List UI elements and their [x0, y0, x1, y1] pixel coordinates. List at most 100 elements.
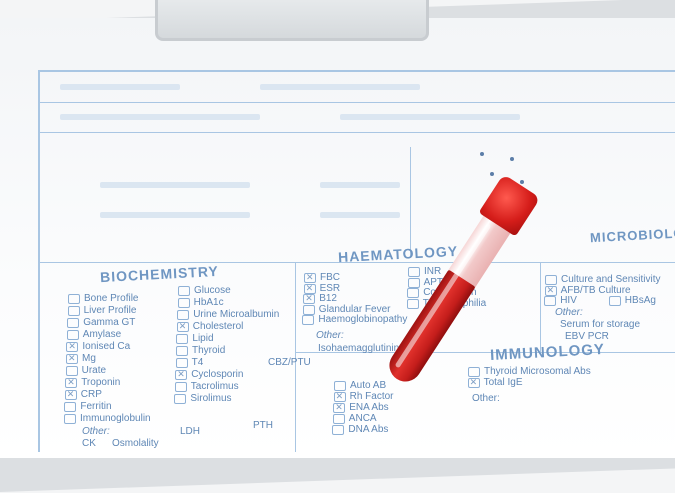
checkbox[interactable] — [68, 294, 80, 304]
checkbox-label: Gamma GT — [83, 317, 136, 328]
checkbox[interactable] — [66, 330, 79, 340]
checkbox-label: ENA Abs — [349, 402, 389, 413]
checkbox-item[interactable]: CRP — [64, 388, 102, 401]
checkbox-item[interactable]: Cyclosporin — [175, 368, 244, 381]
checkbox-label: Sirolimus — [190, 393, 232, 404]
checkbox-label: Amylase — [82, 329, 122, 340]
checkbox-label: Glandular Fever — [318, 303, 391, 315]
checkbox-label: Tacrolimus — [190, 381, 239, 392]
checkbox-item[interactable]: B12 — [303, 292, 337, 305]
cbz-label: CBZ/PTU — [268, 357, 311, 368]
checkbox[interactable] — [177, 310, 190, 320]
checkbox-item[interactable]: Thyroid — [176, 345, 225, 357]
checkbox[interactable] — [176, 320, 189, 332]
checkbox-label: Urine Microalbumin — [193, 309, 280, 320]
checkbox-label: Ferritin — [80, 401, 112, 412]
checkbox-label: Liver Profile — [83, 305, 137, 316]
checkbox-label: Bone Profile — [84, 293, 139, 304]
osmolality-label: Osmolality — [112, 438, 159, 449]
checkbox[interactable] — [302, 315, 315, 325]
checkbox-label: Cholesterol — [192, 321, 244, 332]
checkbox-item[interactable]: ENA Abs — [333, 401, 389, 414]
checkbox[interactable] — [175, 358, 188, 368]
checkbox-label: Mg — [82, 353, 96, 364]
haem-other-value: Isohaemagglutinins — [318, 343, 405, 354]
checkbox-item[interactable]: Gamma GT — [67, 317, 135, 329]
checkbox[interactable] — [67, 306, 80, 316]
checkbox[interactable] — [64, 414, 76, 424]
checkbox-item[interactable]: Mg — [66, 352, 96, 365]
checkbox-label: ANCA — [348, 413, 377, 424]
checkbox-item[interactable]: Haemoglobinopathy — [302, 314, 407, 326]
checkbox-label: CRP — [80, 389, 102, 400]
checkbox[interactable] — [64, 402, 77, 412]
checkbox-item[interactable]: APTR — [407, 276, 451, 289]
checkbox[interactable] — [176, 346, 188, 356]
checkbox-label: ESR — [319, 282, 341, 294]
checkbox[interactable] — [544, 284, 557, 296]
checkbox[interactable] — [64, 388, 77, 400]
checkbox[interactable] — [407, 288, 420, 298]
checkbox[interactable] — [175, 368, 188, 380]
checkbox[interactable] — [174, 382, 187, 392]
checkbox[interactable] — [178, 286, 190, 296]
checkbox-item[interactable]: Cholesterol — [176, 320, 244, 333]
serum-storage-label: Serum for storage — [560, 319, 641, 330]
checkbox[interactable] — [67, 318, 80, 328]
checkbox-item[interactable]: DNA Abs — [332, 424, 388, 436]
checkbox-label: HBsAg — [624, 295, 656, 306]
checkbox[interactable] — [66, 340, 79, 352]
checkbox[interactable] — [65, 376, 78, 388]
checkbox-item[interactable]: Urine Microalbumin — [177, 309, 279, 321]
checkbox-item[interactable]: Glandular Fever — [302, 303, 391, 316]
ldh-label: LDH — [180, 426, 201, 437]
checkbox-item[interactable]: Sirolimus — [174, 393, 232, 405]
checkbox[interactable] — [174, 394, 187, 404]
checkbox[interactable] — [406, 298, 419, 309]
checkbox-label: Immunoglobulin — [80, 413, 151, 424]
checkbox[interactable] — [66, 352, 78, 364]
checkbox[interactable] — [177, 298, 190, 308]
checkbox-label: T4 — [191, 357, 204, 368]
checkbox-item[interactable]: Ferritin — [64, 401, 112, 413]
checkbox-label: HbA1c — [193, 297, 224, 308]
biochem-other-label: Other: — [82, 426, 110, 437]
checkbox[interactable] — [332, 425, 345, 435]
checkbox[interactable] — [407, 277, 420, 288]
checkbox-item[interactable]: Immunoglobulin — [64, 413, 151, 425]
checkbox-item[interactable]: ANCA — [332, 413, 377, 425]
checkbox[interactable] — [303, 292, 316, 304]
checkbox[interactable] — [302, 304, 315, 315]
checkbox-label: Rh Factor — [349, 391, 394, 402]
checkbox-label: Haemoglobinopathy — [318, 314, 408, 325]
checkbox-item[interactable]: Ionised Ca — [66, 340, 130, 353]
checkbox-item[interactable]: Tacrolimus — [174, 381, 239, 393]
checkbox-item[interactable]: AFB/TB Culture — [544, 284, 631, 297]
checkbox[interactable] — [65, 366, 78, 376]
checkbox[interactable] — [332, 414, 345, 424]
checkbox-label: Cyclosporin — [191, 369, 244, 380]
checkbox-item[interactable]: Total IgE — [467, 376, 523, 389]
checkbox-label: DNA Abs — [348, 424, 389, 435]
checkbox-item[interactable]: HBsAg — [608, 295, 656, 307]
lab-request-form — [38, 70, 675, 452]
checkbox-item[interactable]: HbA1c — [177, 297, 224, 309]
checkbox-item[interactable]: INR — [408, 266, 441, 278]
checkbox-label: APTR — [423, 276, 451, 288]
checkbox[interactable] — [176, 334, 189, 344]
checkbox[interactable] — [544, 296, 557, 306]
checkbox-item[interactable]: Bone Profile — [68, 293, 138, 305]
request-form-paper — [0, 18, 675, 458]
checkbox-label: HIV — [560, 295, 577, 306]
checkbox-label: Glucose — [194, 285, 231, 296]
checkbox[interactable] — [608, 296, 621, 306]
checkbox-item[interactable]: HIV — [544, 295, 577, 307]
checkbox[interactable] — [467, 376, 480, 388]
checkbox-item[interactable]: Lipid — [176, 333, 214, 345]
checkbox[interactable] — [333, 401, 346, 413]
checkbox-label: Auto AB — [350, 380, 387, 391]
checkbox[interactable] — [408, 267, 420, 277]
checkbox-item[interactable]: Glucose — [178, 285, 231, 297]
checkbox-item[interactable]: Liver Profile — [67, 305, 137, 317]
checkbox-label: Troponin — [81, 377, 121, 388]
